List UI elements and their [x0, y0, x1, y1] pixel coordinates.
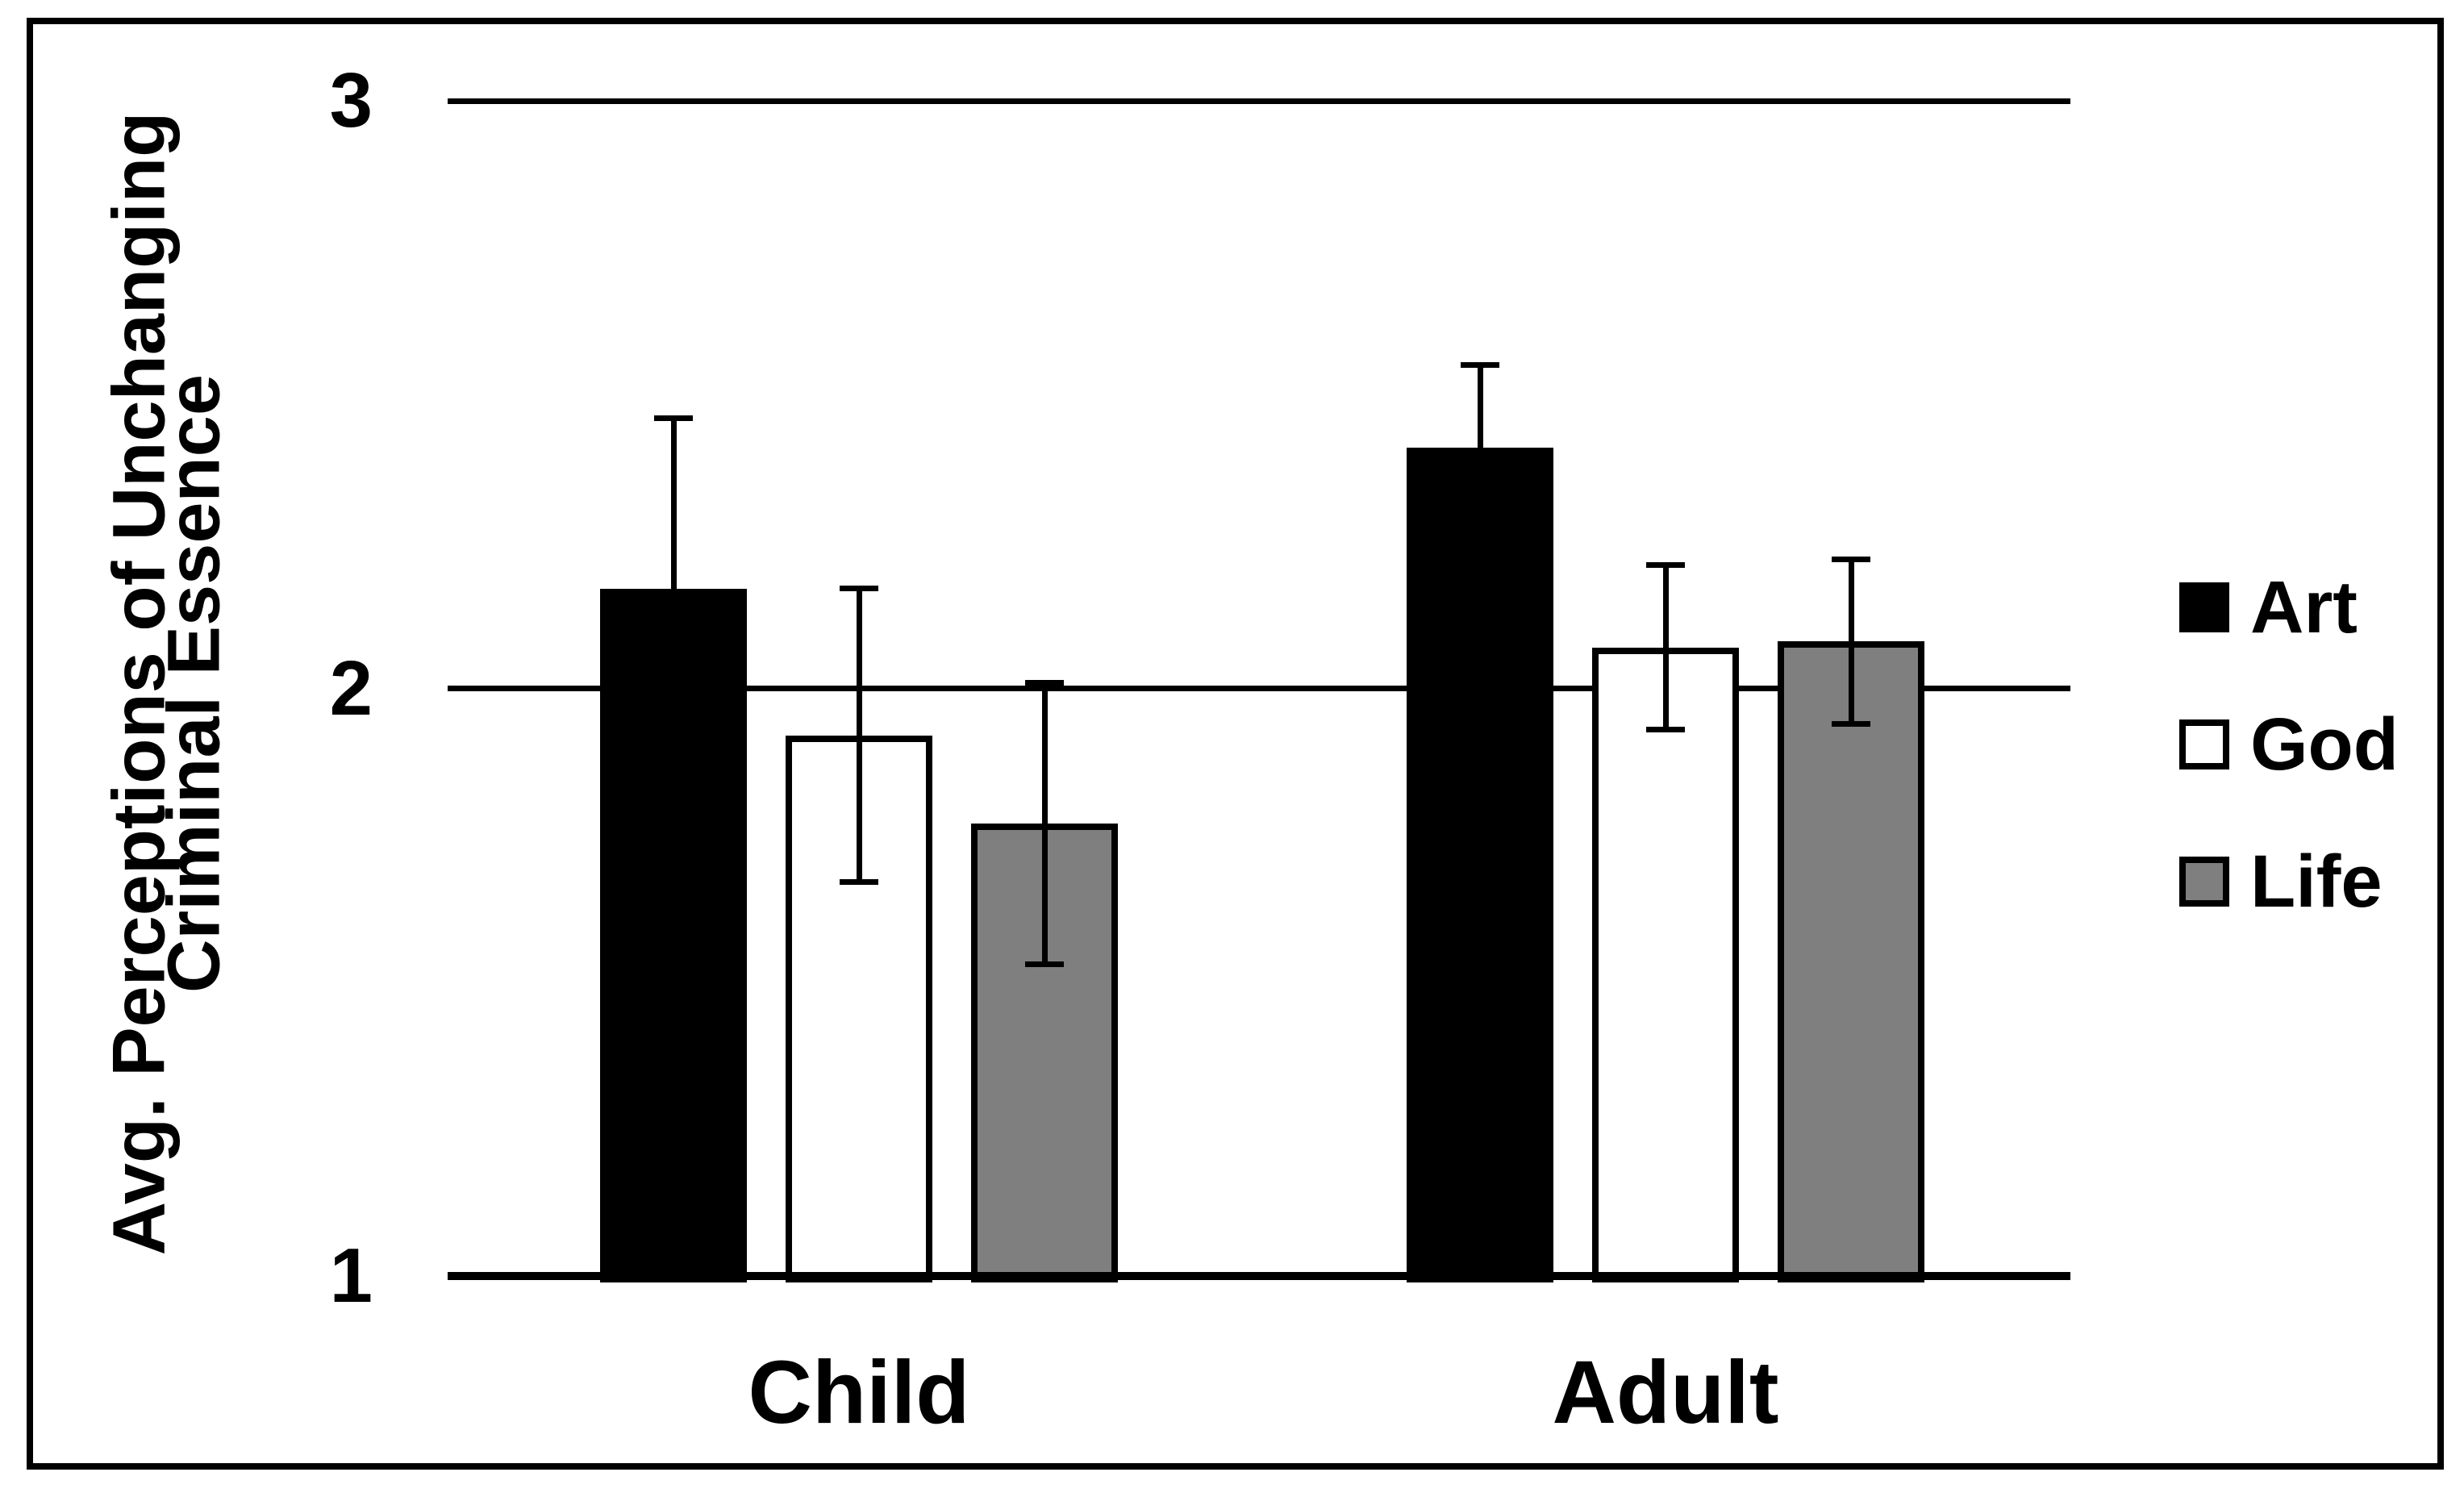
bar-life-adult	[1778, 641, 1924, 1282]
legend-label: Life	[2250, 840, 2383, 923]
error-bar-cap-bottom	[1832, 720, 1870, 727]
error-bar	[856, 588, 862, 882]
error-bar-cap-top	[1025, 679, 1064, 686]
legend-item-god: God	[2179, 694, 2399, 795]
x-axis-line	[448, 1272, 2070, 1280]
error-bar-cap-bottom	[840, 879, 878, 886]
error-bar	[670, 418, 677, 759]
error-bar-cap-top	[1646, 562, 1685, 568]
y-tick-label: 1	[329, 1232, 373, 1319]
error-bar	[1477, 365, 1483, 530]
error-bar-cap-top	[1461, 362, 1499, 369]
gridline-y2	[448, 686, 2070, 691]
error-bar	[1848, 559, 1854, 724]
error-bar-cap-bottom	[1461, 527, 1499, 533]
legend-item-life: Life	[2179, 831, 2383, 932]
error-bar	[1041, 682, 1048, 965]
category-label-child: Child	[748, 1343, 970, 1442]
figure-frame	[27, 18, 2444, 1470]
bar-god-adult	[1592, 647, 1739, 1282]
error-bar-cap-bottom	[1646, 726, 1685, 732]
y-tick-label: 2	[329, 644, 373, 732]
legend-swatch-life	[2179, 857, 2229, 907]
gridline-y3	[448, 98, 2070, 104]
error-bar	[1662, 565, 1669, 730]
error-bar-cap-top	[654, 415, 693, 421]
error-bar-cap-top	[1832, 556, 1870, 562]
error-bar-cap-bottom	[654, 756, 693, 762]
error-bar-cap-top	[840, 586, 878, 592]
legend-swatch-god	[2179, 719, 2229, 769]
legend-swatch-art	[2179, 582, 2229, 632]
legend-item-art: Art	[2179, 557, 2358, 658]
category-label-adult: Adult	[1552, 1343, 1779, 1442]
y-tick-label: 3	[329, 57, 373, 144]
legend-label: Art	[2250, 565, 2358, 648]
error-bar-cap-bottom	[1025, 961, 1064, 968]
legend-label: God	[2250, 703, 2399, 786]
bar-art-adult	[1407, 447, 1553, 1282]
